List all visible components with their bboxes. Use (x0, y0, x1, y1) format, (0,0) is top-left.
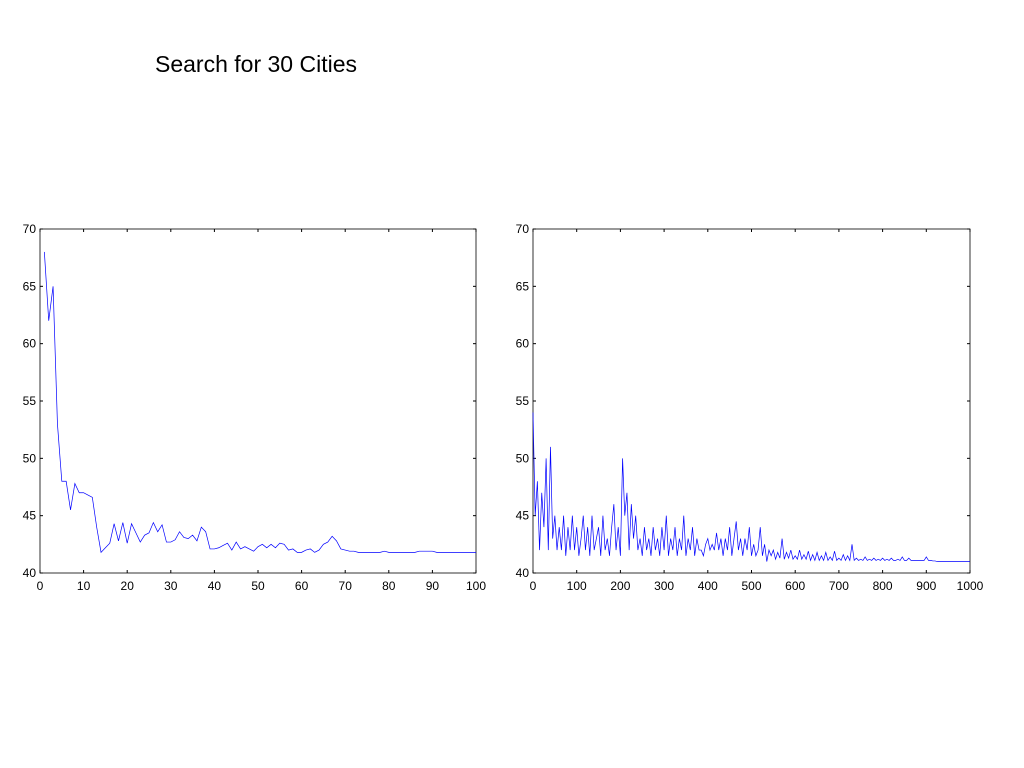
x-tick-label: 100 (466, 579, 486, 593)
x-tick-label: 20 (121, 579, 135, 593)
x-tick-label: 0 (530, 579, 537, 593)
x-tick-label: 1000 (957, 579, 984, 593)
y-tick-label: 55 (23, 394, 37, 408)
x-tick-label: 30 (164, 579, 178, 593)
y-tick-label: 60 (23, 337, 37, 351)
x-tick-label: 70 (339, 579, 353, 593)
x-tick-label: 80 (382, 579, 396, 593)
plot-frame (39, 228, 477, 574)
y-tick-label: 50 (23, 451, 37, 465)
x-tick-label: 300 (654, 579, 674, 593)
x-tick-label: 400 (698, 579, 718, 593)
x-tick-label: 500 (741, 579, 761, 593)
y-tick-label: 40 (516, 566, 530, 580)
x-tick-label: 0 (37, 579, 44, 593)
x-tick-label: 90 (426, 579, 440, 593)
y-tick-label: 40 (23, 566, 37, 580)
y-tick-label: 70 (516, 222, 530, 236)
x-tick-label: 100 (567, 579, 587, 593)
x-tick-label: 900 (916, 579, 936, 593)
y-tick-label: 45 (23, 509, 37, 523)
data-line (532, 412, 970, 562)
plot-frame (532, 228, 971, 574)
x-tick-label: 700 (829, 579, 849, 593)
x-tick-label: 200 (610, 579, 630, 593)
y-tick-label: 50 (516, 451, 530, 465)
x-tick-label: 600 (785, 579, 805, 593)
y-tick-label: 65 (23, 279, 37, 293)
y-tick-label: 65 (516, 279, 530, 293)
x-tick-label: 800 (873, 579, 893, 593)
x-tick-label: 60 (295, 579, 309, 593)
data-line (44, 251, 476, 554)
y-tick-label: 45 (516, 509, 530, 523)
slide-title: Search for 30 Cities (155, 51, 357, 77)
y-tick-label: 60 (516, 337, 530, 351)
x-tick-label: 40 (208, 579, 222, 593)
x-tick-label: 10 (77, 579, 91, 593)
y-tick-label: 55 (516, 394, 530, 408)
y-tick-label: 70 (23, 222, 37, 236)
x-tick-label: 50 (251, 579, 265, 593)
